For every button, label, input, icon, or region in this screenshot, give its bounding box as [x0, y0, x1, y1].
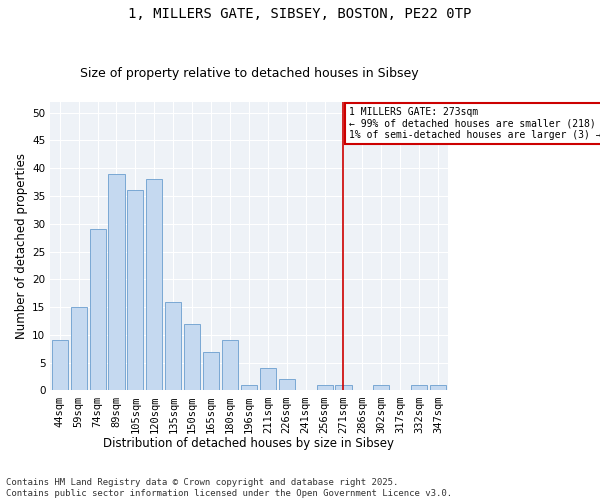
Bar [222, 340, 238, 390]
Bar [127, 190, 143, 390]
Bar [146, 180, 163, 390]
Bar [52, 340, 68, 390]
X-axis label: Distribution of detached houses by size in Sibsey: Distribution of detached houses by size … [103, 437, 394, 450]
Y-axis label: Number of detached properties: Number of detached properties [15, 153, 28, 339]
Bar [165, 302, 181, 390]
Text: 1 MILLERS GATE: 273sqm
← 99% of detached houses are smaller (218)
1% of semi-det: 1 MILLERS GATE: 273sqm ← 99% of detached… [349, 108, 600, 140]
Bar [89, 230, 106, 390]
Bar [430, 385, 446, 390]
Bar [411, 385, 427, 390]
Bar [373, 385, 389, 390]
Text: 1, MILLERS GATE, SIBSEY, BOSTON, PE22 0TP: 1, MILLERS GATE, SIBSEY, BOSTON, PE22 0T… [128, 8, 472, 22]
Text: Contains HM Land Registry data © Crown copyright and database right 2025.
Contai: Contains HM Land Registry data © Crown c… [6, 478, 452, 498]
Bar [317, 385, 332, 390]
Bar [278, 380, 295, 390]
Bar [260, 368, 276, 390]
Bar [109, 174, 125, 390]
Bar [241, 385, 257, 390]
Bar [335, 385, 352, 390]
Title: Size of property relative to detached houses in Sibsey: Size of property relative to detached ho… [80, 66, 418, 80]
Bar [71, 307, 86, 390]
Bar [184, 324, 200, 390]
Bar [203, 352, 219, 391]
